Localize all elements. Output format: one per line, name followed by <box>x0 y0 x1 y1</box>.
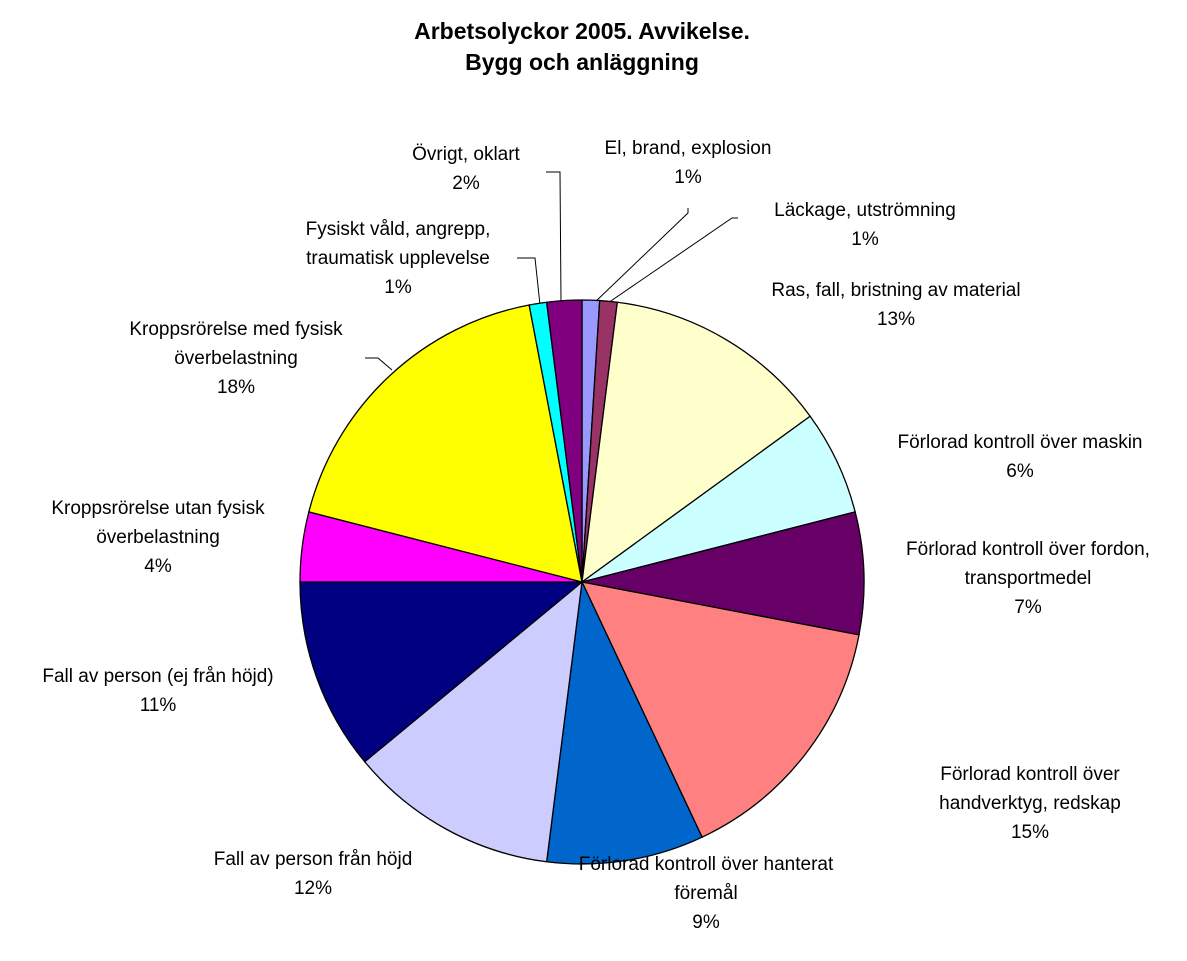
pie-slice <box>299 581 584 763</box>
slice-value-label: 4% <box>144 556 172 577</box>
slice-label: Övrigt, oklart <box>412 144 520 165</box>
leader-line <box>546 171 562 303</box>
pie-slice <box>308 304 583 583</box>
pie-slice <box>545 299 583 583</box>
leader-line <box>604 217 738 306</box>
leader-line <box>593 208 689 304</box>
leader-lines <box>365 171 738 371</box>
slice-label: Kroppsrörelse utan fysisk överbelastning <box>51 498 265 548</box>
slice-value-label: 12% <box>293 878 333 899</box>
pie-slice <box>580 581 860 839</box>
pie-slice <box>581 511 865 636</box>
pie-slice <box>581 301 812 584</box>
pie-slice <box>545 579 703 865</box>
slice-value-label: 1% <box>851 229 879 250</box>
slice-label: Fall av person (ej från höjd) <box>42 666 274 687</box>
slice-value-label: 9% <box>692 912 720 933</box>
slice-label: Förlorad kontroll över fordon, transport… <box>906 539 1150 589</box>
pie-slice <box>363 580 583 863</box>
slice-label: Fall av person från höjd <box>213 849 413 870</box>
slice-label: Ras, fall, bristning av material <box>771 280 1021 301</box>
slice-label: Kroppsrörelse med fysisk överbelastning <box>129 319 343 369</box>
slice-label: Förlorad kontroll över maskin <box>897 432 1143 453</box>
slice-label: Läckage, utströmning <box>774 200 956 221</box>
slice-value-label: 11% <box>139 695 177 716</box>
chart-title: Arbetsolyckor 2005. Avvikelse. Bygg och … <box>414 18 750 75</box>
slice-label: Förlorad kontroll över hanterat föremål <box>578 854 834 904</box>
slice-value-label: 13% <box>876 309 916 330</box>
slice-value-label: 18% <box>216 377 256 398</box>
slice-value-label: 15% <box>1010 822 1050 843</box>
slice-value-label: 7% <box>1014 597 1042 618</box>
slice-value-label: 1% <box>674 167 702 188</box>
slice-value-label: 6% <box>1006 461 1034 482</box>
slice-value-label: 1% <box>384 277 412 298</box>
slice-label: Fysiskt våld, angrepp, traumatisk upplev… <box>305 219 491 269</box>
slice-value-label: 2% <box>452 173 480 194</box>
slice-label: Förlorad kontroll över handverktyg, reds… <box>939 764 1121 814</box>
leader-line <box>365 357 393 371</box>
leader-line <box>517 257 541 306</box>
slice-label: El, brand, explosion <box>604 138 772 159</box>
slices <box>299 299 865 865</box>
